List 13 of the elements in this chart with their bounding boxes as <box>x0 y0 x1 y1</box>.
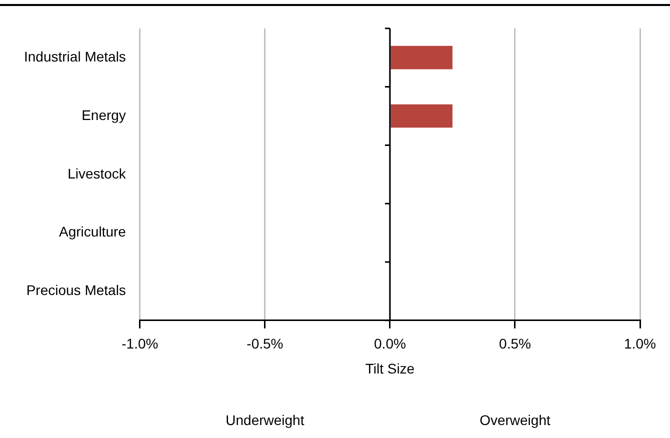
x-tick-label: 1.0% <box>624 336 656 352</box>
y-tick-label: Industrial Metals <box>24 48 126 64</box>
x-tick-label: 0.5% <box>499 336 531 352</box>
text: Underweight <box>226 412 304 428</box>
y-tick-label: Energy <box>82 106 126 123</box>
x-tick-label: -0.5% <box>246 336 284 352</box>
x-tick-label: 0.0% <box>374 336 406 352</box>
y-tick-label: Agriculture <box>59 224 126 240</box>
y-tick-label: Livestock <box>68 165 127 182</box>
y-tick-label: Precious Metals <box>26 282 126 298</box>
x-axis-title: Tilt Size <box>365 360 415 376</box>
text: Overweight <box>480 412 550 428</box>
x-tick-label: -1.0% <box>122 336 158 352</box>
